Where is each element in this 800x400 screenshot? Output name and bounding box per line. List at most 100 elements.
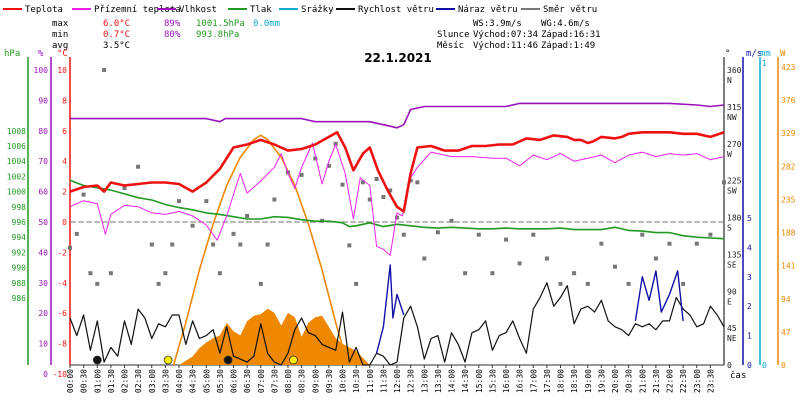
- humidity-line: [70, 102, 725, 129]
- tick-w-3: 282: [781, 162, 796, 171]
- tick-dir-4: S: [727, 224, 732, 233]
- wind-dir-point: [640, 232, 645, 237]
- wind-dir-point: [88, 271, 93, 276]
- tick-hpa-5: 998: [12, 203, 27, 212]
- wind-dir-point: [68, 245, 72, 250]
- tick-ms-4: 1: [747, 332, 752, 341]
- tick-pct-3: 70: [38, 157, 48, 166]
- x-tick-label-43: 21:30: [652, 369, 661, 393]
- wind-dir-point: [694, 241, 699, 246]
- x-tick-label-7: 03:30: [161, 369, 170, 393]
- tick-w-8: 47: [781, 328, 791, 337]
- x-tick-label-8: 04:00: [175, 369, 184, 393]
- wind-dir-point: [333, 141, 338, 146]
- stats-min-label: min: [52, 30, 68, 40]
- wind-dir-point: [204, 199, 209, 204]
- wind-dir-point: [258, 281, 263, 286]
- tick-deg-0: 360: [727, 66, 742, 75]
- pressure-series: [69, 179, 725, 240]
- x-axis-ticks: 00:00 00:30 01:00 01:30 02:00 02:30 03:00 03:30…: [66, 365, 715, 393]
- tick-w-5: 188: [781, 229, 796, 238]
- unit-deg: °: [725, 49, 730, 59]
- tick-pct-0: 100: [34, 66, 49, 75]
- wind-dir-point: [74, 231, 79, 236]
- tick-ms-0: 5: [747, 214, 752, 223]
- stats-max-temp: 6.0°C: [103, 19, 130, 29]
- tick-hpa-9: 990: [12, 264, 27, 273]
- wind-dir-point: [81, 192, 86, 197]
- tick-degc-1: 8: [62, 96, 67, 105]
- x-tick-label-36: 18:00: [557, 369, 566, 393]
- wind-dir-point: [163, 271, 168, 276]
- tick-mm-0: 1: [762, 59, 767, 68]
- info-ws: WS:3.9m/s: [473, 19, 522, 29]
- legend-label-prizemni: Přízemní teplota: [94, 5, 181, 15]
- wind-dir-point: [490, 271, 495, 276]
- tick-w-6: 141: [781, 262, 796, 271]
- tick-w-0: 423: [781, 63, 796, 72]
- info-wg: WG:4.6m/s: [541, 19, 590, 29]
- wind-dir-point: [360, 180, 365, 185]
- tick-hpa-4: 1000: [7, 188, 26, 197]
- x-tick-label-4: 02:00: [121, 369, 130, 393]
- solar-area: [179, 308, 370, 365]
- wind-dir-point: [272, 197, 277, 202]
- tick-deg-8: 0: [727, 361, 732, 370]
- x-tick-label-34: 17:00: [529, 369, 538, 393]
- wind-dir-point: [722, 180, 726, 185]
- x-tick-label-2: 01:00: [93, 369, 102, 393]
- tick-degc-2: 6: [62, 127, 67, 136]
- wind-dir-point: [354, 281, 359, 286]
- stats-avg-label: avg: [52, 41, 68, 51]
- wind-dir-point: [102, 68, 107, 72]
- ground-temp-line: [69, 142, 725, 256]
- solar-radiation-area: [179, 308, 370, 365]
- tick-deg-4: 180: [727, 214, 742, 223]
- stats-min-temp: 0.7°C: [103, 30, 130, 40]
- wind-dir-point: [708, 232, 713, 237]
- wind-dir-point: [136, 164, 141, 169]
- info-moon-label: Měsíc: [437, 41, 464, 51]
- x-tick-label-12: 06:00: [230, 369, 239, 393]
- x-tick-label-22: 11:00: [366, 369, 375, 393]
- sun-moon-marker: [163, 355, 173, 365]
- stats-max-label: max: [52, 19, 69, 29]
- temperature-series: [69, 131, 725, 213]
- x-tick-label-33: 16:30: [516, 369, 525, 393]
- x-tick-label-44: 22:00: [666, 369, 675, 393]
- unit-degc: °C: [57, 49, 68, 59]
- tick-pct-6: 40: [38, 248, 48, 257]
- x-tick-label-13: 06:30: [243, 369, 252, 393]
- wind-dir-point: [504, 237, 508, 242]
- wind-speed-series: [69, 282, 725, 366]
- legend-label-tlak: Tlak: [250, 5, 272, 15]
- x-tick-label-42: 21:00: [638, 369, 647, 393]
- x-tick-label-24: 12:00: [393, 369, 402, 393]
- wind-dir-point: [190, 223, 195, 228]
- tick-dir-5: SE: [727, 260, 737, 269]
- wind-dir-point: [170, 242, 175, 247]
- x-tick-label-14: 07:00: [257, 369, 266, 393]
- x-tick-label-0: 00:00: [66, 369, 75, 393]
- unit-w: W: [780, 49, 786, 59]
- wind-dir-point: [265, 242, 270, 247]
- legend-label-vlhkost: Vlhkost: [179, 5, 217, 15]
- tick-ms-1: 4: [747, 243, 752, 252]
- wind-dir-point: [217, 271, 222, 276]
- wind-gust-line: [634, 270, 684, 322]
- wind-dir-point: [544, 256, 549, 261]
- tick-dir-2: W: [727, 150, 732, 159]
- x-tick-label-17: 08:30: [298, 369, 307, 393]
- x-tick-label-18: 09:00: [311, 369, 320, 393]
- humidity-series: [70, 102, 725, 129]
- wind-dir-point: [476, 232, 481, 237]
- sun-moon-marker: [92, 355, 102, 365]
- tick-pct-7: 30: [38, 279, 48, 288]
- tick-pct-2: 80: [38, 127, 48, 136]
- tick-degc-5: 0: [62, 218, 67, 227]
- tick-dir-1: NW: [727, 113, 737, 122]
- x-tick-label-16: 08:00: [284, 369, 293, 393]
- unit-hpa: hPa: [4, 49, 20, 59]
- tick-deg-5: 135: [727, 250, 742, 259]
- tick-degc-9: -8: [57, 340, 67, 349]
